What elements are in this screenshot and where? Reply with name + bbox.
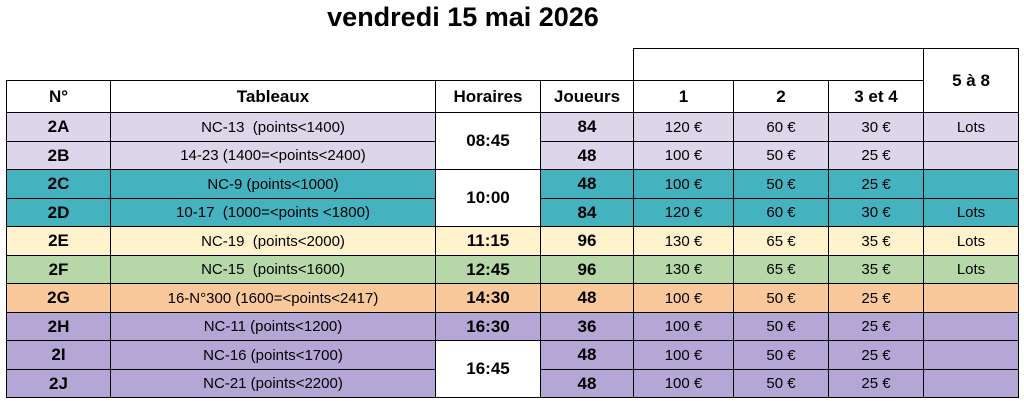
tableau: NC-21 (points<2200) xyxy=(110,369,436,398)
horaire: 11:15 xyxy=(435,226,541,256)
joueurs: 48 xyxy=(540,369,634,398)
prize: 65 € xyxy=(733,255,829,284)
tableau: 14-23 (1400=<points<2400) xyxy=(110,141,436,170)
prize: 50 € xyxy=(733,169,829,199)
joueurs: 96 xyxy=(540,255,634,284)
horaire: 10:00 xyxy=(435,169,541,227)
prize: 25 € xyxy=(828,169,924,199)
prize xyxy=(923,169,1019,199)
row-id: 2I xyxy=(6,340,111,370)
row-id: 2D xyxy=(6,198,111,227)
prize: 100 € xyxy=(633,169,734,199)
row-id: 2A xyxy=(6,112,111,142)
title: vendredi 15 mai 2026 xyxy=(327,2,599,32)
prize: 25 € xyxy=(828,283,924,313)
row-id: 2F xyxy=(6,255,111,284)
prize: 50 € xyxy=(733,369,829,398)
tableau: NC-19 (points<2000) xyxy=(110,226,436,256)
prize: 100 € xyxy=(633,283,734,313)
prize: 120 € xyxy=(633,198,734,227)
prize: 30 € xyxy=(828,112,924,142)
tableau: NC-13 (points<1400) xyxy=(110,112,436,142)
prize: 25 € xyxy=(828,340,924,370)
prize xyxy=(923,141,1019,170)
prize: 50 € xyxy=(733,141,829,170)
horaire: 12:45 xyxy=(435,255,541,284)
prize: 50 € xyxy=(733,312,829,341)
prize: 65 € xyxy=(733,226,829,256)
prize: 100 € xyxy=(633,340,734,370)
prize xyxy=(923,283,1019,313)
horaire: 16:45 xyxy=(435,340,541,398)
horaire: 14:30 xyxy=(435,283,541,313)
tableau: NC-11 (points<1200) xyxy=(110,312,436,341)
joueurs: 84 xyxy=(540,112,634,142)
prize: 35 € xyxy=(828,255,924,284)
horaire: 08:45 xyxy=(435,112,541,170)
horaire: 16:30 xyxy=(435,312,541,341)
row-id: 2J xyxy=(6,369,111,398)
prize: 35 € xyxy=(828,226,924,256)
header-cell: 5 à 8 xyxy=(923,48,1019,113)
header-cell: Joueurs xyxy=(540,80,634,113)
tableau: 16-N°300 (1600=<points<2417) xyxy=(110,283,436,313)
joueurs: 96 xyxy=(540,226,634,256)
prize: 100 € xyxy=(633,312,734,341)
prize: 100 € xyxy=(633,141,734,170)
header-cell: Horaires xyxy=(435,80,541,113)
prize: 30 € xyxy=(828,198,924,227)
prize: 25 € xyxy=(828,312,924,341)
tableau: NC-15 (points<1600) xyxy=(110,255,436,284)
prize: 130 € xyxy=(633,226,734,256)
prize: Lots xyxy=(923,112,1019,142)
tableau: NC-9 (points<1000) xyxy=(110,169,436,199)
prize: 120 € xyxy=(633,112,734,142)
joueurs: 84 xyxy=(540,198,634,227)
header-cell: 2 xyxy=(733,80,829,113)
row-id: 2E xyxy=(6,226,111,256)
prize: 50 € xyxy=(733,340,829,370)
joueurs: 48 xyxy=(540,283,634,313)
prize xyxy=(923,340,1019,370)
prize-header-box xyxy=(633,48,924,81)
prize: 130 € xyxy=(633,255,734,284)
prize: Lots xyxy=(923,198,1019,227)
header-cell: 1 xyxy=(633,80,734,113)
header-cell: Tableaux xyxy=(110,80,436,113)
prize: 25 € xyxy=(828,141,924,170)
prize: 100 € xyxy=(633,369,734,398)
prize xyxy=(923,312,1019,341)
row-id: 2G xyxy=(6,283,111,313)
joueurs: 36 xyxy=(540,312,634,341)
prize: Lots xyxy=(923,226,1019,256)
header-cell: N° xyxy=(6,80,111,113)
joueurs: 48 xyxy=(540,340,634,370)
header-cell: 3 et 4 xyxy=(828,80,924,113)
joueurs: 48 xyxy=(540,169,634,199)
row-id: 2C xyxy=(6,169,111,199)
prize: 60 € xyxy=(733,112,829,142)
tableau: 10-17 (1000=<points <1800) xyxy=(110,198,436,227)
tableau: NC-16 (points<1700) xyxy=(110,340,436,370)
prize xyxy=(923,369,1019,398)
row-id: 2H xyxy=(6,312,111,341)
prize: 50 € xyxy=(733,283,829,313)
row-id: 2B xyxy=(6,141,111,170)
prize: Lots xyxy=(923,255,1019,284)
joueurs: 48 xyxy=(540,141,634,170)
prize: 25 € xyxy=(828,369,924,398)
prize: 60 € xyxy=(733,198,829,227)
